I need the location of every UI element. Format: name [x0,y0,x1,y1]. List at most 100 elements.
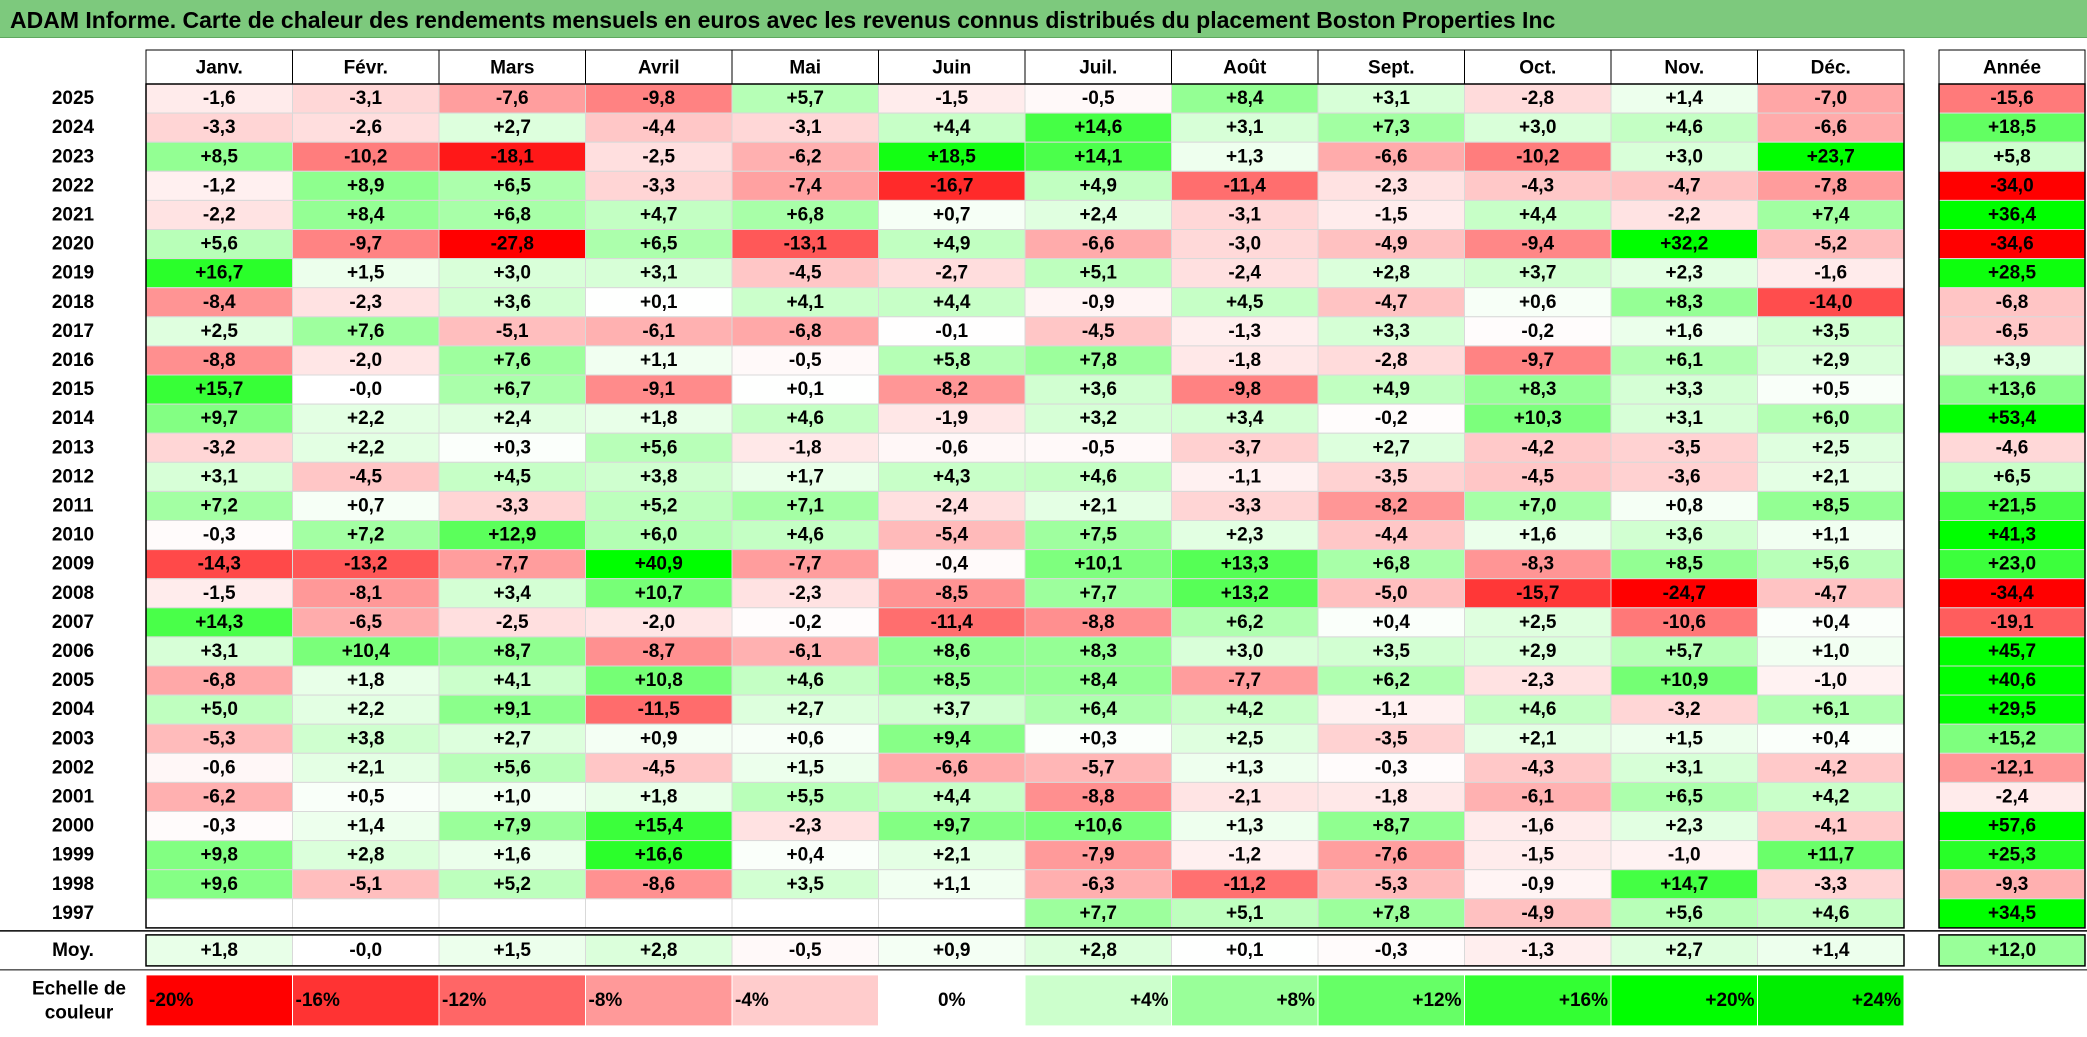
year-label: 2010 [52,525,94,546]
heatmap-cell [878,898,1026,929]
heatmap-cell [585,665,733,696]
average-label: Moy. [52,940,94,961]
heatmap-cell-value: -1,8 [1228,350,1261,371]
heatmap-cell-value: -0,5 [789,350,822,371]
heatmap-cell-value: -2,0 [349,350,382,371]
heatmap-cell [145,520,293,551]
heatmap-cell-value: +4,4 [933,117,971,138]
heatmap-cell-value: +6,0 [640,525,678,546]
heatmap-cell [1610,781,1758,813]
heatmap-cell-value: +3,1 [640,263,678,284]
heatmap-cell-value: +10,7 [635,583,683,604]
heatmap-cell [292,461,440,492]
heatmap-cell-value: -3,0 [1228,234,1261,255]
heatmap-cell-value: -16,7 [930,175,973,196]
heatmap-cell [1317,112,1465,143]
heatmap-cell [292,549,440,580]
heatmap-cell-value: +8,3 [1519,379,1557,400]
average-cell-value: -0,0 [349,940,382,961]
heatmap-cell [731,520,879,551]
heatmap-cell-value: +6,8 [1372,554,1410,575]
heatmap-cell [1610,694,1758,725]
heatmap-cell-value: +4,9 [1079,175,1117,196]
heatmap-cell-value: +0,8 [1665,495,1703,516]
average-cell [1757,934,1905,967]
heatmap-cell [878,403,1026,434]
heatmap-cell-value: +13,3 [1221,554,1269,575]
scale-swatch [1757,974,1905,1027]
heatmap-cell-value: +7,2 [347,525,385,546]
annual-cell-value: +29,5 [1988,699,2037,720]
heatmap-cell [1610,840,1758,871]
heatmap-cell [438,229,586,260]
heatmap-cell [1464,345,1612,376]
heatmap-cell [292,607,440,638]
scale-swatch [438,974,586,1027]
scale-label-line1: Echelle de [32,978,126,999]
average-annual-cell [1938,934,2086,967]
heatmap-cell-value: +13,2 [1221,583,1269,604]
annual-cell-value: +18,5 [1988,117,2037,138]
heatmap-cell [731,694,879,725]
heatmap-cell [1757,461,1905,492]
heatmap-cell-value: -0,3 [203,816,236,837]
heatmap-cell-value: -6,2 [203,786,236,807]
heatmap-cell-value: +6,0 [1812,408,1850,429]
heatmap-cell [585,840,733,871]
heatmap-cell-value: -4,5 [1082,321,1115,342]
heatmap-cell-value: +3,0 [1665,146,1703,167]
heatmap-cell [1171,258,1319,289]
heatmap-cell-value: +5,6 [1812,554,1850,575]
heatmap-cell-value: -4,9 [1375,234,1408,255]
year-label: 2012 [52,466,94,487]
scale-stop-label: 0% [938,990,966,1011]
heatmap-cell [438,665,586,696]
heatmap-cell [1171,578,1319,609]
heatmap-cell-value: -8,3 [1521,554,1554,575]
heatmap-cell [438,461,586,492]
annual-cell-value: -34,0 [1990,175,2033,196]
heatmap-cell-value: +4,6 [786,525,824,546]
heatmap-cell-value: -10,2 [1516,146,1559,167]
heatmap-cell-value: -24,7 [1663,583,1706,604]
heatmap-cell-value: -9,1 [642,379,675,400]
heatmap-cell-value: +2,9 [1519,641,1557,662]
heatmap-cell-value: -4,2 [1521,437,1554,458]
average-cell-value: +0,9 [933,940,971,961]
heatmap-cell-value: -2,3 [349,292,382,313]
heatmap-cell [438,345,586,376]
heatmap-cell-value: +0,3 [1079,728,1117,749]
heatmap-cell [145,723,293,754]
heatmap-cell-value: +4,6 [1665,117,1703,138]
heatmap-cell-value: +1,1 [640,350,678,371]
heatmap-cell-value: +3,2 [1079,408,1117,429]
heatmap-cell-value: -2,0 [642,612,675,633]
heatmap-cell-value: -2,1 [1228,786,1261,807]
heatmap-cell [1024,229,1172,260]
heatmap-cell-value: +2,3 [1665,263,1703,284]
heatmap-cell [292,694,440,725]
month-header-label: Juil. [1079,58,1117,79]
heatmap-cell [585,258,733,289]
heatmap-cell-value: -0,5 [1082,88,1115,109]
heatmap-cell-value: +1,3 [1226,816,1264,837]
heatmap-cell-value: -4,7 [1814,583,1847,604]
heatmap-cell-value: +3,7 [1519,263,1557,284]
heatmap-cell [292,287,440,318]
heatmap-cell [878,374,1026,405]
heatmap-cell-value: -9,7 [1521,350,1554,371]
heatmap-cell-value: -6,1 [789,641,822,662]
heatmap-cell [1610,112,1758,143]
heatmap-cell-value: +8,4 [347,204,385,225]
heatmap-cell [145,636,293,667]
annual-cell-value: +5,8 [1993,146,2031,167]
heatmap-cell-value: -1,5 [1521,845,1554,866]
heatmap-cell [292,723,440,754]
heatmap-cell-value: +6,2 [1226,612,1264,633]
heatmap-cell [145,170,293,201]
scale-label-line2: couleur [45,1002,114,1023]
heatmap-cell-value: -18,1 [491,146,535,167]
heatmap-cell-value: +5,8 [933,350,971,371]
average-cell [1171,934,1319,967]
heatmap-cell [1024,83,1172,114]
